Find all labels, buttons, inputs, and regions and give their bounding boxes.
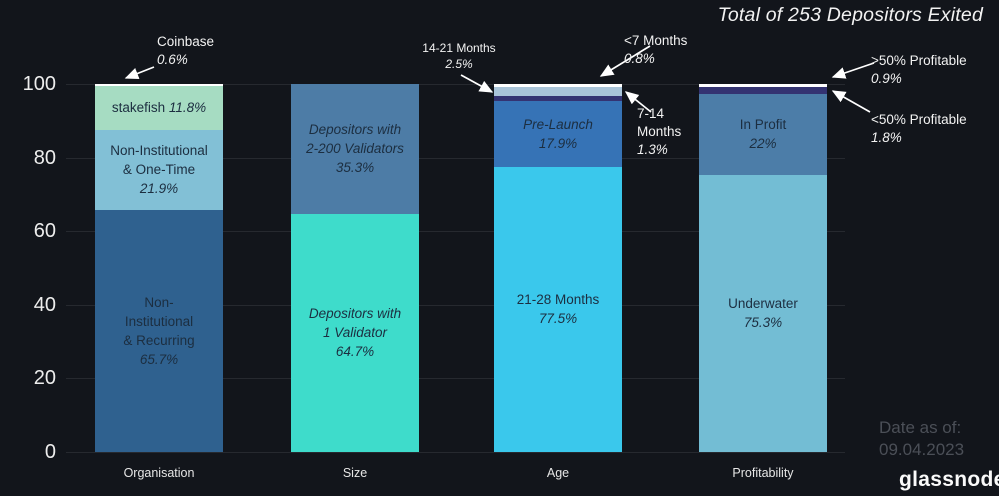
x-category-label-size: Size [342, 466, 368, 480]
segment-label-21-28-months: 21-28 Months 77.5% [516, 292, 600, 327]
bar-size: Depositors with 2-200 Validators 35.3% Depo… [291, 84, 419, 452]
bar-organisation: stakefish 11.8% Non-Institutional & One-Ti… [95, 84, 223, 452]
gridline-0 [66, 452, 845, 453]
segment-50-profitable [699, 87, 827, 94]
segment-21-28-months: 21-28 Months 77.5% [494, 166, 622, 452]
gridline-40 [66, 304, 845, 306]
segment-stakefish: stakefish 11.8% [95, 86, 223, 130]
date-caption: Date as of: 09.04.2023 [879, 417, 964, 461]
segment-label-in-profit: In Profit 22% [739, 117, 787, 152]
annotation-coinbase: Coinbase 0.6% [157, 34, 215, 67]
x-category-label-organisation: Organisation [123, 466, 195, 480]
segment-label-depositors-with-2-200-validators: Depositors with 2-200 Validators 35.3% [306, 122, 404, 176]
segment-label-underwater: Underwater 75.3% [728, 296, 798, 331]
bar-profitability: In Profit 22% Underwater 75.3% [699, 84, 827, 452]
annotation-arrow-profitable-gt50 [831, 62, 875, 79]
segment-label-stakefish: stakefish 11.8% [111, 100, 207, 116]
segment-7-14-months [494, 96, 622, 101]
annotation-arrow-coinbase [124, 66, 155, 80]
annotation-months-14-21: 14-21 Months 2.5% [422, 41, 496, 71]
bar-age: Pre-Launch 17.9% 21-28 Months 77.5% [494, 84, 622, 452]
segment-label-non-institutional-one-time: Non-Institutional & One-Time 21.9% [110, 143, 208, 197]
y-axis-tick-label-20: 20 [33, 367, 56, 390]
x-category-label-age: Age [546, 466, 570, 480]
gridline-20 [66, 378, 845, 380]
segment-non-institutional-recurring: Non- Institutional & Recurring 65.7% [95, 210, 223, 452]
segment-in-profit: In Profit 22% [699, 93, 827, 175]
segment-label-non-institutional-recurring: Non- Institutional & Recurring 65.7% [123, 295, 195, 368]
segment-50-profitable [699, 84, 827, 88]
annotation-months-lt7: <7 Months 0.8% [624, 33, 688, 66]
y-axis-tick-label-0: 0 [44, 441, 56, 463]
chart-title: Total of 253 Depositors Exited [717, 4, 983, 26]
annotation-arrow-profitable-lt50 [831, 90, 871, 113]
glassnode-logo: glassnode [899, 468, 999, 491]
x-category-label-profitability: Profitability [732, 466, 794, 480]
gridline-100 [66, 84, 845, 85]
segment-7-months [494, 84, 622, 87]
annotation-profitable-lt50: <50% Profitable 1.8% [871, 112, 967, 145]
segment-coinbase [95, 84, 223, 87]
y-axis-tick-label-80: 80 [33, 146, 56, 169]
annotation-profitable-gt50: >50% Profitable 0.9% [871, 53, 967, 86]
annotation-months-7-14: 7-14 Months 1.3% [637, 106, 682, 157]
segment-label-pre-launch: Pre-Launch 17.9% [523, 116, 593, 151]
segment-label-depositors-with-1-validator: Depositors with 1 Validator 64.7% [308, 306, 402, 360]
segment-underwater: Underwater 75.3% [699, 174, 827, 452]
gridline-60 [66, 231, 845, 233]
date-label: Date as of: [879, 418, 962, 437]
segment-14-21-months [494, 86, 622, 97]
gridline-80 [66, 157, 845, 159]
segment-pre-launch: Pre-Launch 17.9% [494, 100, 622, 167]
segment-depositors-with-1-validator: Depositors with 1 Validator 64.7% [291, 213, 419, 452]
segment-depositors-with-2-200-validators: Depositors with 2-200 Validators 35.3% [291, 84, 419, 214]
y-axis-tick-label-100: 100 [22, 73, 56, 95]
segment-non-institutional-one-time: Non-Institutional & One-Time 21.9% [95, 129, 223, 211]
date-value: 09.04.2023 [879, 440, 965, 459]
y-axis-tick-label-40: 40 [33, 293, 56, 316]
y-axis-tick-label-60: 60 [33, 220, 56, 243]
